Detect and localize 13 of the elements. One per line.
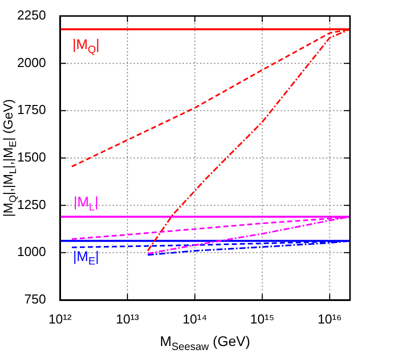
y-tick-label: 1250 bbox=[17, 196, 46, 212]
y-tick-label: 2250 bbox=[17, 8, 46, 23]
x-tick-label: 10¹⁴ bbox=[182, 311, 208, 326]
y-tick-label: 1500 bbox=[17, 150, 46, 165]
x-tick-label: 10¹⁶ bbox=[318, 311, 342, 326]
x-tick-label: 10¹² bbox=[48, 311, 72, 326]
y-tick-label: 750 bbox=[24, 292, 46, 307]
y-axis-title: |MQ|,|ML|,|ME| (GeV) bbox=[0, 99, 20, 217]
y-tick-label: 1750 bbox=[17, 102, 46, 118]
x-tick-label: 10¹³ bbox=[116, 311, 140, 326]
y-tick-label: 2000 bbox=[17, 54, 46, 70]
x-tick-label: 10¹⁵ bbox=[250, 311, 274, 326]
y-tick-label: 1000 bbox=[17, 244, 46, 260]
